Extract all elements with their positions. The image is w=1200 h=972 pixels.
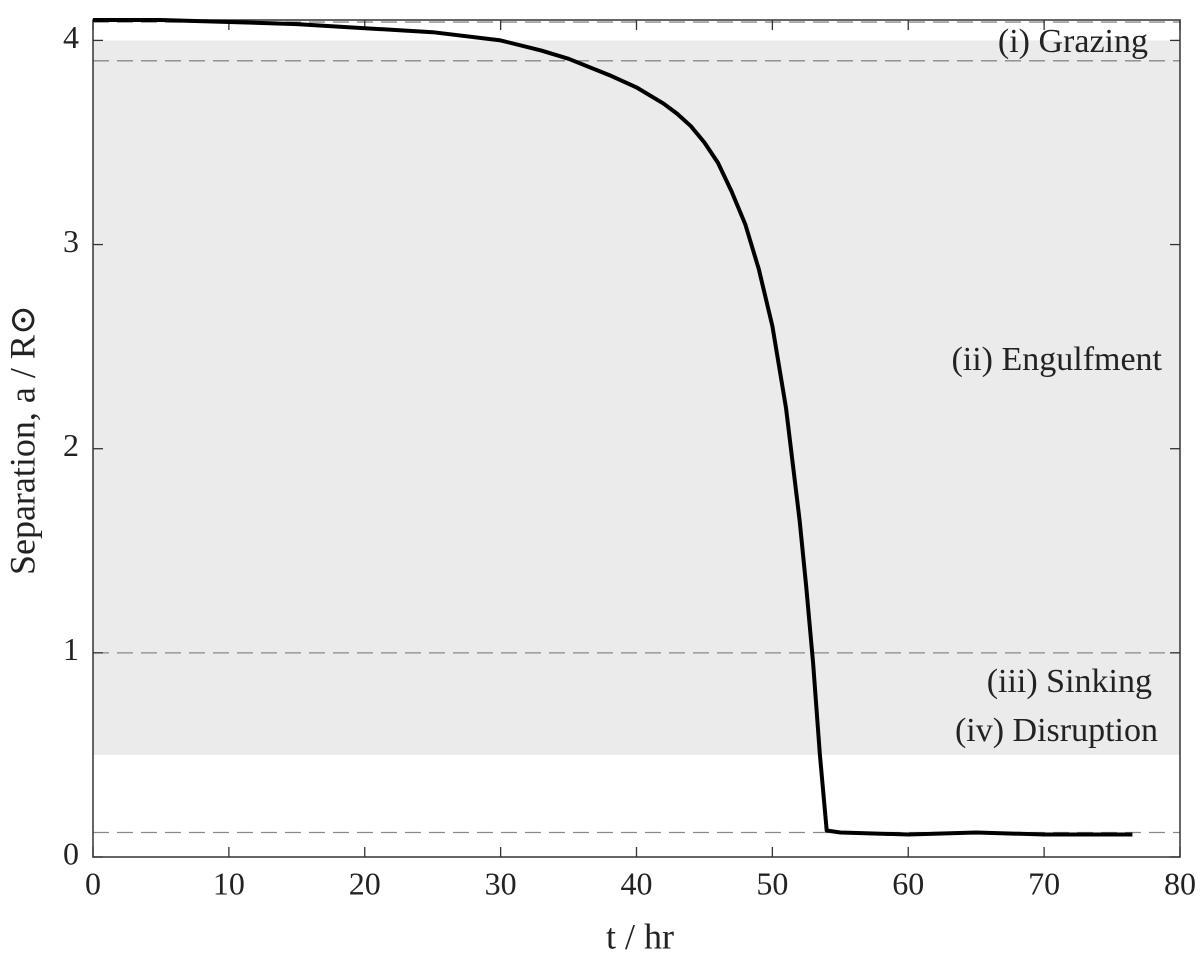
annotation: (iii) Sinking: [987, 663, 1152, 700]
x-tick-label: 10: [213, 865, 245, 901]
x-tick-label: 70: [1028, 865, 1060, 901]
x-tick-label: 80: [1164, 865, 1196, 901]
y-tick-label: 2: [63, 427, 79, 463]
x-tick-label: 30: [485, 865, 517, 901]
x-tick-label: 40: [621, 865, 653, 901]
x-tick-label: 0: [85, 865, 101, 901]
region-band: [93, 40, 1180, 755]
x-tick-label: 60: [892, 865, 924, 901]
y-tick-label: 0: [63, 835, 79, 871]
y-tick-label: 4: [63, 19, 79, 55]
plot-frame: [92, 19, 1181, 858]
y-tick-label: 1: [63, 631, 79, 667]
data-line: [93, 18, 1133, 837]
x-tick-label: 20: [349, 865, 381, 901]
y-axis-label: Separation, a / R⊙: [2, 305, 42, 575]
y-tick-label: 3: [63, 223, 79, 259]
x-axis-label: t / hr: [606, 916, 674, 956]
annotation: (ii) Engulfment: [951, 341, 1162, 378]
annotation: (iv) Disruption: [955, 712, 1158, 749]
annotation: (i) Grazing: [998, 23, 1148, 60]
x-tick-label: 50: [756, 865, 788, 901]
